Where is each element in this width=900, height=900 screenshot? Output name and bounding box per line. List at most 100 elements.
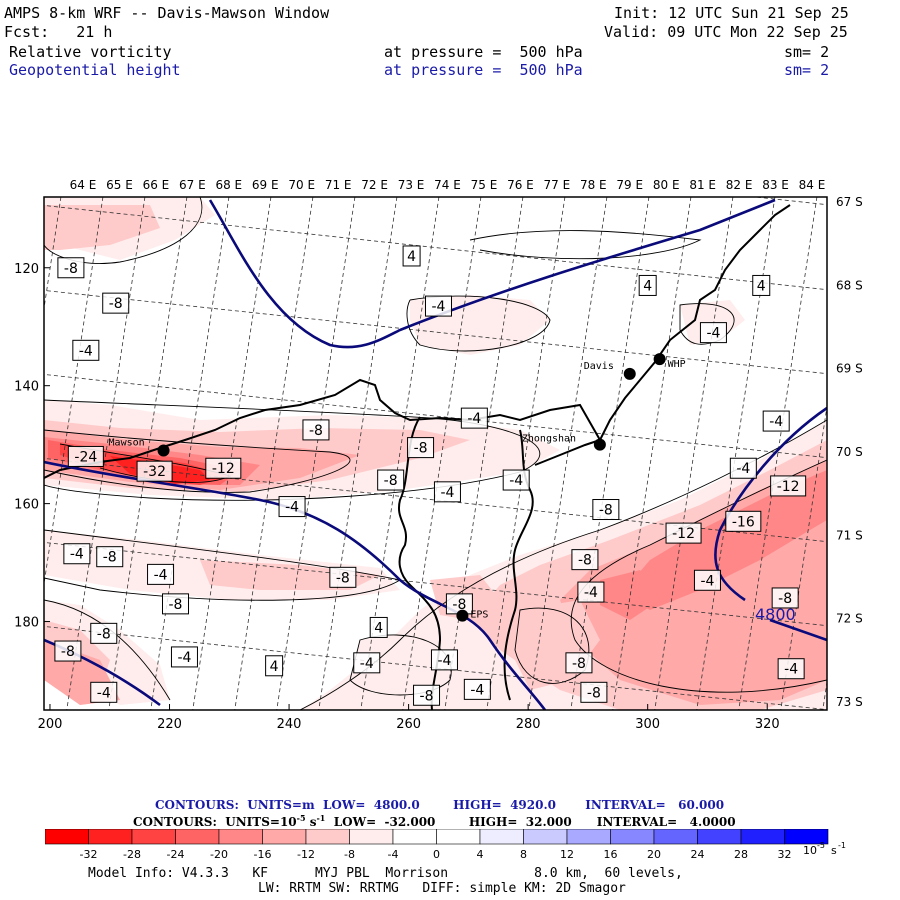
contour-label-text: -8 <box>61 644 75 660</box>
contour-label: -4 <box>577 581 605 603</box>
physics-info: LW: RRTM SW: RRTMG DIFF: simple KM: 2D S… <box>258 881 626 896</box>
colorbar-tick-label: 16 <box>604 848 618 861</box>
colorbar-tick-label: 12 <box>560 848 574 861</box>
station-label: Davis <box>584 361 614 372</box>
contour-label: -4 <box>278 496 306 518</box>
longitude-label: 79 E <box>616 178 643 192</box>
contour-label-box <box>729 457 757 479</box>
field1-name: Relative vorticity <box>9 43 172 61</box>
contour-label: -4 <box>502 469 530 491</box>
colorbar-tick-label: -12 <box>297 848 315 861</box>
contour-label: -8 <box>445 593 473 615</box>
x-tick-label: 260 <box>396 717 421 732</box>
contour-label-text: 4 <box>270 659 279 675</box>
contour-label-box <box>63 543 91 565</box>
contour-label-text: -8 <box>572 656 586 672</box>
contour-label-text: -4 <box>440 485 454 501</box>
colorbar-tick-label: -4 <box>388 848 399 861</box>
contour-label: -4 <box>430 649 458 671</box>
contour-label-text: -8 <box>97 626 111 642</box>
colorbar-tick-label: 0 <box>433 848 440 861</box>
contour-label-box <box>770 475 807 497</box>
colorbar-swatch <box>566 829 611 845</box>
contour-label: 4 <box>265 655 284 677</box>
colorbar-tick-label: -28 <box>123 848 141 861</box>
contour-label-text: 4 <box>407 249 416 265</box>
axis-labels: 200 220 240 260 280 300 320 120 140 160 180 64 E 65 … <box>14 178 863 732</box>
contour-label-box <box>762 410 790 432</box>
contour-label-text: -8 <box>414 441 428 457</box>
contour-label-box <box>377 469 405 491</box>
contour-label: -4 <box>170 646 198 668</box>
contour-label-box <box>67 445 104 467</box>
contour-label-text: -4 <box>769 414 783 430</box>
station-davis: Davis <box>584 361 636 380</box>
station-label: WHP <box>668 359 686 370</box>
contour-label-text: -8 <box>109 296 123 312</box>
latitude-label: 68 S <box>836 278 863 292</box>
colorbar-unit-exponent2: -1 <box>838 841 846 850</box>
contour-label-box <box>460 407 488 429</box>
latitude-label: 71 S <box>836 528 863 542</box>
contour-label-box <box>430 649 458 671</box>
y-tick-label: 140 <box>14 380 39 395</box>
colorbar-tick-label: 28 <box>734 848 748 861</box>
contour-label-text: -4 <box>784 662 798 678</box>
colorbar-swatch <box>349 829 394 845</box>
contour-label: -12 <box>770 475 807 497</box>
contour-label-text: -4 <box>432 299 446 315</box>
contour-label-box <box>353 652 381 674</box>
contour-label-text: -24 <box>74 449 97 465</box>
station-eps: EPS <box>456 609 488 622</box>
contour-label: 4 <box>638 274 657 296</box>
contour-label: -4 <box>729 457 757 479</box>
contour-label-box <box>463 678 491 700</box>
longitude-label: 71 E <box>325 178 352 192</box>
longitude-label: 68 E <box>215 178 242 192</box>
contour-label-box <box>402 245 421 267</box>
field1-smoothing: sm= 2 <box>784 43 830 61</box>
contour-label: -4 <box>63 543 91 565</box>
station-label: Mawson <box>109 438 145 449</box>
contour-label-box <box>161 593 189 615</box>
contour-label-text: -4 <box>177 650 191 666</box>
contour-label: -8 <box>329 566 357 588</box>
longitude-label: 64 E <box>70 178 97 192</box>
colorbar-swatch <box>131 829 176 845</box>
contour-label-text: 4 <box>643 278 652 294</box>
colorbar-unit-exponent: -5 <box>817 841 825 850</box>
contour-label-box <box>638 274 657 296</box>
colorbar-tick-label: 24 <box>691 848 705 861</box>
station-dot <box>593 438 606 451</box>
contour-label-text: -8 <box>452 597 466 613</box>
longitude-label: 67 E <box>179 178 206 192</box>
contour-label-text: -4 <box>509 473 523 489</box>
longitude-label: 69 E <box>252 178 279 192</box>
longitude-label: 74 E <box>434 178 461 192</box>
latitude-label: 73 S <box>836 695 863 709</box>
longitude-label: 76 E <box>507 178 534 192</box>
station-zhongshan: Zhongshan <box>522 434 606 451</box>
colorbar-unit: 10 <box>803 844 817 857</box>
longitude-label: 77 E <box>544 178 571 192</box>
contour-label: -24 <box>67 445 104 467</box>
contour-label: -4 <box>463 678 491 700</box>
colorbar-swatch <box>479 829 524 845</box>
contour-label-text: -12 <box>777 479 800 495</box>
contour-label-text: 4 <box>757 278 766 294</box>
contour-label-text: -8 <box>103 550 117 566</box>
legend-vort-units: CONTOURS: UNITS=10 <box>133 815 297 829</box>
contour-label-text: -8 <box>64 261 78 277</box>
y-tick-label: 180 <box>14 616 39 631</box>
contour-label-box <box>205 457 242 479</box>
contour-label-box <box>771 587 799 609</box>
colorbar-swatch <box>305 829 350 845</box>
contour-label: -4 <box>433 481 461 503</box>
contour-label-box <box>54 640 82 662</box>
colorbar-tick-label: -32 <box>80 848 98 861</box>
contour-label: -4 <box>90 681 118 703</box>
longitude-label: 73 E <box>398 178 425 192</box>
contour-label-text: -4 <box>285 500 299 516</box>
contour-label-box <box>777 658 805 680</box>
x-tick-label: 220 <box>157 717 182 732</box>
